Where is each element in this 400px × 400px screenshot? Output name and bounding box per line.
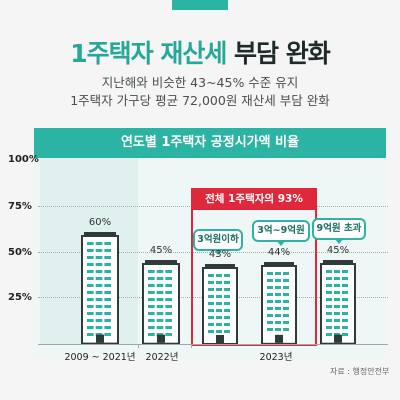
x-label-2023: 2023년 bbox=[259, 352, 293, 363]
callout-under-3eok: 3억원이하 bbox=[193, 229, 243, 255]
subtitle-line-2: 1주택자 가구당 평균 72,000원 재산세 부담 완화 bbox=[70, 93, 330, 108]
source-note: 자료 : 행정안전부 bbox=[330, 367, 390, 376]
bar-value-label: 45% bbox=[149, 245, 173, 257]
bar-building bbox=[320, 260, 356, 345]
bar-value-label: 44% bbox=[267, 247, 291, 259]
page-title: 1주택자 재산세 부담 완화 bbox=[0, 34, 400, 70]
callout-over-9eok: 9억원 초과 bbox=[312, 218, 366, 244]
y-tick-50: 50% bbox=[8, 247, 32, 258]
x-axis bbox=[38, 344, 388, 345]
x-label-2009-2021: 2009 ~ 2021년 bbox=[64, 352, 136, 363]
chart-title: 연도별 1주택자 공정시가액 비율 bbox=[34, 128, 386, 158]
top-tab-decoration bbox=[172, 0, 228, 10]
bar-building bbox=[202, 264, 238, 345]
bar-value-label: 45% bbox=[326, 245, 350, 257]
title-rest: 부담 완화 bbox=[234, 39, 331, 68]
bar-building bbox=[261, 262, 297, 345]
x-axis-tick bbox=[191, 344, 192, 348]
title-highlight: 1주택자 재산세 bbox=[70, 39, 227, 68]
x-label-2022: 2022년 bbox=[145, 352, 179, 363]
subtitle-line-1: 지난해와 비슷한 43~45% 수준 유지 bbox=[101, 75, 299, 90]
x-axis-tick bbox=[138, 344, 139, 348]
y-tick-75: 75% bbox=[8, 201, 32, 212]
highlight-label: 전체 1주택자의 93% bbox=[191, 188, 317, 210]
callout-3-9eok: 3억~9억원 bbox=[252, 220, 310, 246]
bar-value-label: 60% bbox=[88, 217, 112, 229]
bar-value-label: 43% bbox=[208, 249, 232, 261]
y-tick-100: 100% bbox=[8, 154, 39, 165]
bar-building bbox=[81, 232, 119, 345]
bar-building bbox=[142, 260, 180, 345]
y-tick-25: 25% bbox=[8, 292, 32, 303]
